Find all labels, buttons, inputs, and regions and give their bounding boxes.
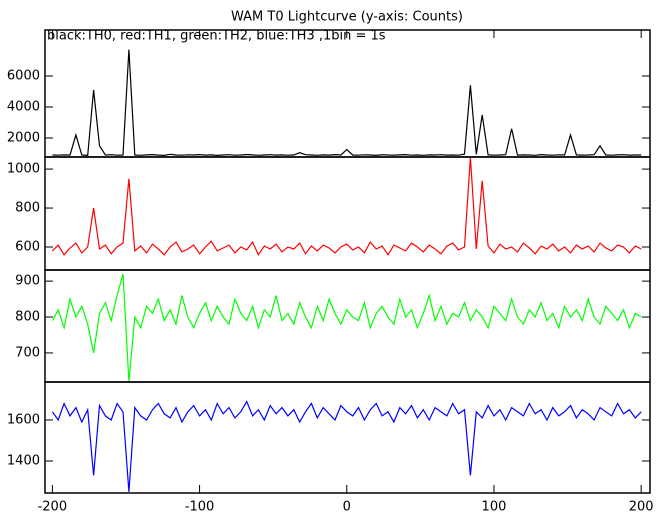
light-curve	[51, 157, 642, 257]
y-tick-label: 800	[15, 201, 40, 216]
y-tick-label: 1600	[7, 412, 40, 427]
panel-frame	[44, 381, 651, 494]
x-tick-label: -200	[38, 500, 68, 515]
x-tick-label: 200	[629, 500, 654, 515]
y-tick-label: 6000	[7, 69, 40, 84]
panel-frame	[44, 29, 651, 158]
panel-frame	[44, 156, 651, 271]
light-curve	[52, 49, 642, 157]
y-tick-label: 900	[15, 274, 40, 289]
y-tick-label: 700	[15, 345, 40, 360]
x-tick-label: -100	[185, 500, 215, 515]
chart-title: WAM T0 Lightcurve (y-axis: Counts)	[231, 10, 463, 25]
light-curve	[51, 273, 642, 382]
chart-subtitle: black:TH0, red:TH1, green:TH2, blue:TH3 …	[47, 29, 386, 44]
y-tick-label: 1000	[7, 162, 40, 177]
light-curve	[51, 400, 642, 492]
y-tick-label: 1400	[7, 453, 40, 468]
y-tick-label: 2000	[7, 131, 40, 146]
y-tick-label: 600	[15, 240, 40, 255]
x-tick-label: 0	[343, 500, 351, 515]
x-tick-label: 100	[482, 500, 507, 515]
y-tick-label: 800	[15, 310, 40, 325]
y-tick-label: 4000	[7, 100, 40, 115]
